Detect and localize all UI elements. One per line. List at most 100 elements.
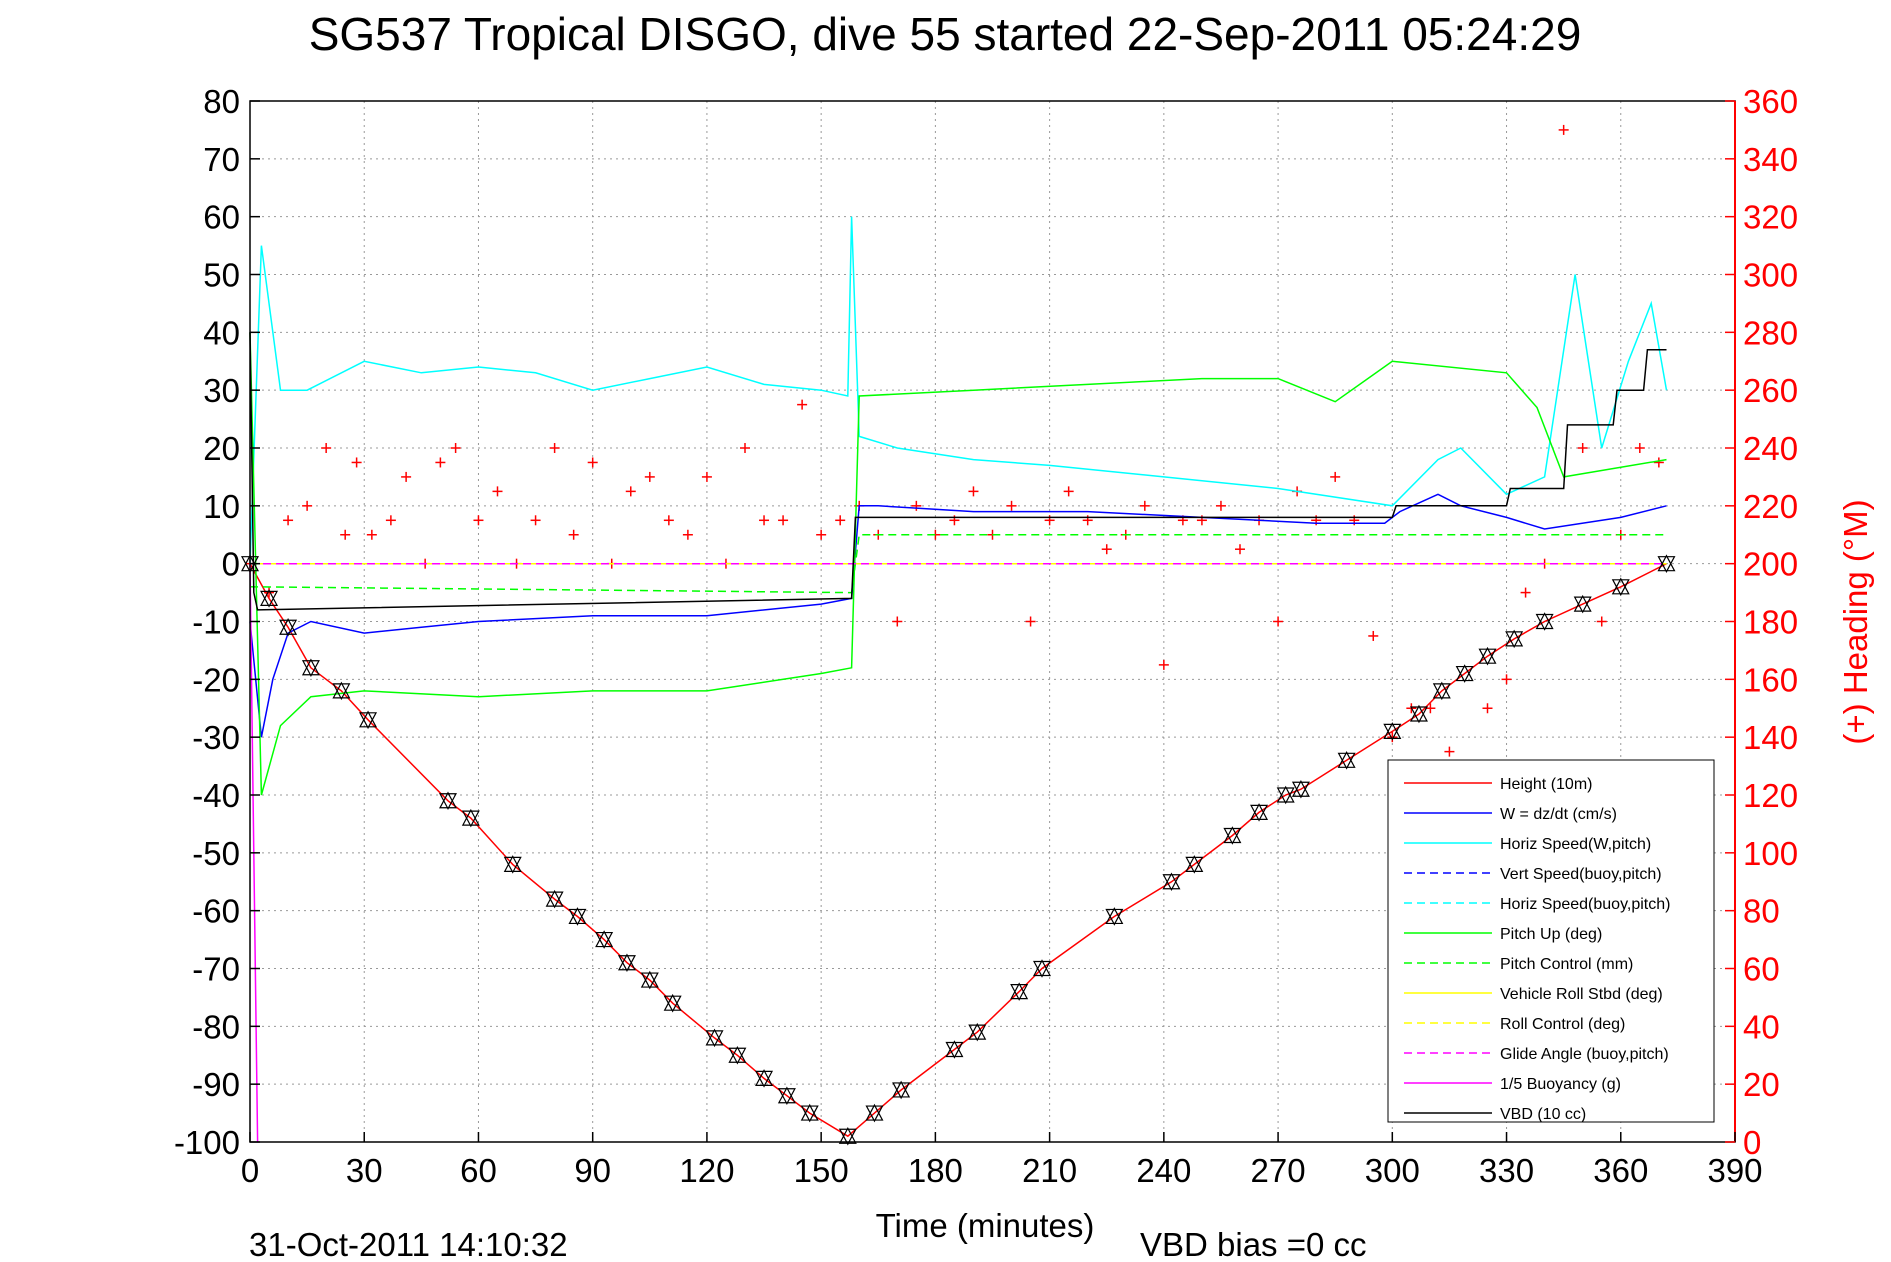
legend-label: Horiz Speed(W,pitch) — [1500, 836, 1651, 853]
x-tick-label: 120 — [679, 1152, 734, 1189]
legend-label: Vehicle Roll Stbd (deg) — [1500, 986, 1663, 1003]
legend-box — [1387, 759, 1715, 1123]
position-marker — [1162, 872, 1181, 892]
y-tick-label: -30 — [192, 719, 240, 756]
heading-point — [663, 515, 674, 526]
y2-tick-label: 60 — [1743, 951, 1780, 988]
y-tick-label: 60 — [203, 199, 240, 236]
x-axis-ticks: 0 30 60 90 120 150 180 210 240 270 300 330 360 390 — [241, 1132, 1763, 1189]
y2-tick-label: 240 — [1743, 430, 1798, 467]
x-tick-label: 0 — [241, 1152, 259, 1189]
y2-tick-label: 40 — [1743, 1008, 1780, 1045]
series-lines — [249, 216, 1668, 1143]
y2-tick-label: 120 — [1743, 777, 1798, 814]
y2-tick-label: 260 — [1743, 372, 1798, 409]
heading-point — [1063, 486, 1074, 497]
series-line-2 — [249, 216, 1668, 564]
heading-point — [644, 471, 655, 482]
heading-point — [740, 443, 750, 453]
y2-tick-label: 300 — [1743, 257, 1798, 294]
heading-point — [892, 616, 903, 627]
heading-point — [682, 529, 693, 540]
x-tick-label: 180 — [908, 1152, 963, 1189]
legend-item: Pitch Control (mm) — [1404, 956, 1633, 973]
y2-tick-label: 100 — [1743, 835, 1798, 872]
position-marker — [728, 1045, 747, 1065]
x-axis-label: Time (minutes) — [876, 1207, 1095, 1244]
heading-point — [1273, 616, 1284, 627]
y-tick-label: -100 — [174, 1124, 240, 1161]
y2-tick-label: 360 — [1743, 83, 1798, 120]
legend-label: W = dz/dt (cm/s) — [1500, 806, 1617, 823]
y-tick-label: 0 — [222, 546, 240, 583]
heading-point — [401, 471, 412, 482]
y-tick-label: 50 — [203, 257, 240, 294]
position-marker — [1223, 826, 1242, 845]
x-tick-label: 270 — [1251, 1152, 1306, 1189]
legend-item: Vert Speed(buoy,pitch) — [1404, 866, 1662, 883]
heading-point — [797, 399, 808, 410]
y-tick-label: 10 — [203, 488, 240, 525]
y2-tick-label: 340 — [1743, 141, 1798, 178]
y-tick-label: -10 — [192, 604, 240, 641]
heading-point — [1501, 674, 1512, 685]
position-marker — [332, 681, 351, 701]
position-marker — [663, 993, 682, 1013]
legend-item: Glide Angle (buoy,pitch) — [1404, 1046, 1669, 1063]
position-markers — [241, 554, 1676, 1146]
position-marker — [1611, 577, 1630, 597]
position-marker — [1455, 664, 1474, 683]
position-marker — [439, 791, 457, 811]
heading-point — [1139, 500, 1150, 511]
heading-point — [1520, 587, 1531, 598]
heading-point — [530, 515, 541, 526]
series-line-1 — [249, 493, 1667, 738]
series-line-0 — [249, 563, 1667, 1138]
position-marker — [968, 1022, 987, 1042]
x-tick-label: 240 — [1136, 1152, 1191, 1189]
position-marker — [1478, 646, 1497, 666]
position-marker — [892, 1080, 911, 1100]
position-marker — [1573, 594, 1592, 614]
heading-point — [366, 529, 377, 540]
position-marker — [1409, 704, 1428, 724]
series-line-11 — [249, 332, 1667, 611]
heading-point — [385, 515, 396, 526]
position-marker — [301, 658, 320, 678]
heading-point — [1653, 457, 1664, 468]
heading-point — [492, 486, 503, 497]
legend-item: VBD (10 cc) — [1404, 1106, 1586, 1123]
legend-label: Pitch Control (mm) — [1500, 956, 1633, 973]
heading-point — [1368, 630, 1379, 641]
heading-point — [911, 500, 922, 511]
legend-label: Height (10m) — [1500, 776, 1592, 793]
position-marker — [640, 970, 659, 990]
footer-vbd-bias: VBD bias =0 cc — [1140, 1226, 1367, 1262]
position-marker — [838, 1126, 857, 1146]
legend-item: W = dz/dt (cm/s) — [1404, 806, 1617, 823]
legend-label: Pitch Up (deg) — [1500, 926, 1602, 943]
heading-point — [1215, 500, 1226, 511]
x-tick-label: 150 — [794, 1152, 849, 1189]
heading-point — [1235, 544, 1245, 555]
position-marker — [260, 589, 279, 608]
y2-tick-label: 20 — [1743, 1066, 1780, 1103]
legend-item: Horiz Speed(W,pitch) — [1404, 836, 1651, 853]
heading-point — [625, 486, 636, 497]
x-tick-label: 60 — [460, 1152, 497, 1189]
position-marker — [503, 855, 522, 874]
heading-point — [435, 457, 446, 468]
y-tick-label: 80 — [203, 83, 240, 120]
y-tick-label: -50 — [192, 835, 240, 872]
heading-point — [1425, 703, 1436, 714]
x-tick-label: 330 — [1479, 1152, 1534, 1189]
position-marker — [1250, 803, 1269, 822]
heading-point — [587, 457, 598, 468]
legend-label: Glide Angle (buoy,pitch) — [1500, 1046, 1669, 1063]
position-marker — [755, 1069, 774, 1088]
position-marker — [1291, 779, 1310, 799]
position-marker — [1337, 751, 1356, 770]
y2-tick-label: 320 — [1743, 199, 1798, 236]
legend-label: Roll Control (deg) — [1500, 1016, 1625, 1033]
position-marker — [1535, 612, 1554, 631]
